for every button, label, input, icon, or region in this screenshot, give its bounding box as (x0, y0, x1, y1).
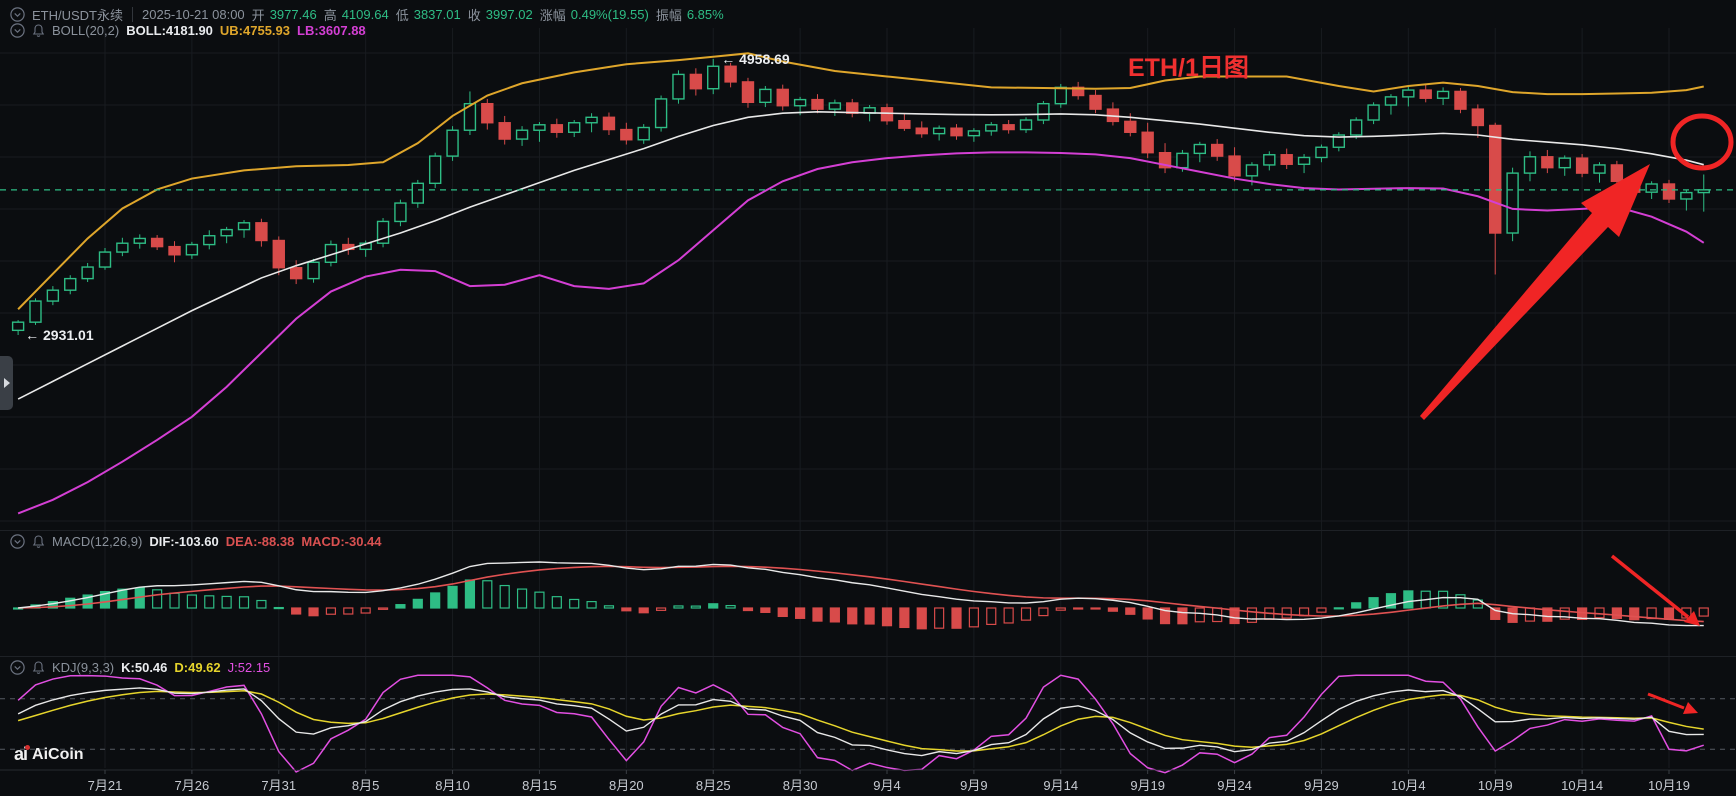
alert-bell-icon[interactable] (32, 23, 45, 38)
macd-hist-value: MACD:-30.44 (301, 534, 382, 549)
kdj-k-value: K:50.46 (121, 660, 168, 675)
symbol-info-bar: ETH/USDT永续 2025-10-21 08:00 开 3977.46 高 41… (10, 5, 724, 24)
x-axis[interactable]: 7月21 7月26 7月31 8月5 8月10 8月15 8月20 8月25 8月30 9月4 9月… (0, 769, 1736, 793)
change-label: 涨幅 (539, 8, 566, 23)
collapse-chevron-icon[interactable] (10, 23, 25, 38)
open-value: 3977.46 (269, 7, 317, 22)
kdj-pane (0, 674, 1736, 774)
high-label: 高 (323, 8, 337, 23)
kdj-indicator-bar: KDJ(9,3,3) K:50.46 D:49.62 J:52.15 (10, 660, 270, 675)
high-price-annotation: ← 4958.69 (721, 51, 790, 67)
amplitude-label: 振幅 (655, 8, 682, 23)
boll-middle-band-line (17, 111, 1704, 400)
x-axis-label: 8月25 (696, 778, 731, 793)
x-axis-label: 10月4 (1391, 778, 1426, 793)
macd-name: MACD(12,26,9) (52, 534, 143, 549)
macd-indicator-bar: MACD(12,26,9) DIF:-103.60 DEA:-88.38 MAC… (10, 534, 382, 549)
x-axis-label: 9月14 (1043, 778, 1078, 793)
candle-datetime: 2025-10-21 08:00 (132, 7, 245, 22)
collapse-chevron-icon[interactable] (10, 7, 25, 22)
x-axis-label: 8月20 (609, 778, 644, 793)
boll-upper-band-line (17, 52, 1704, 310)
amplitude-value: 6.85% (686, 7, 724, 22)
x-axis-label: 9月29 (1304, 778, 1339, 793)
watermark-text: AiCoin (32, 745, 84, 763)
macd-pane (13, 561, 1709, 630)
macd-red-arrow[interactable] (1610, 554, 1690, 619)
x-axis-label: 9月9 (960, 778, 987, 793)
chart-annotation-title: ETH/1日图 (1128, 54, 1249, 82)
expand-arrow-icon (3, 378, 10, 388)
grid-lines (0, 28, 1736, 768)
kdj-j-line (17, 674, 1704, 774)
collapse-chevron-icon[interactable] (10, 534, 25, 549)
change-value: 0.49%(19.55) (570, 7, 649, 22)
big-red-arrow[interactable] (1420, 164, 1650, 420)
x-axis-label: 10月9 (1478, 778, 1513, 793)
x-axis-label: 8月5 (352, 778, 379, 793)
boll-ub-value: UB:4755.93 (219, 23, 291, 38)
x-axis-label: 9月4 (873, 778, 900, 793)
kdj-d-value: D:49.62 (174, 660, 221, 675)
symbol-name: ETH/USDT永续 (32, 8, 124, 23)
kdj-red-arrow[interactable] (1647, 692, 1685, 710)
collapse-chevron-icon[interactable] (10, 660, 25, 675)
kdj-k-line (17, 687, 1704, 757)
x-axis-label: 8月30 (783, 778, 818, 793)
boll-mid-value: BOLL:4181.90 (126, 23, 213, 38)
boll-lb-value: LB:3607.88 (297, 23, 366, 38)
x-axis-label: 7月26 (175, 778, 210, 793)
macd-dif-value: DIF:-103.60 (149, 534, 219, 549)
x-axis-label: 9月24 (1217, 778, 1252, 793)
x-axis-label: 10月19 (1648, 778, 1690, 793)
expand-panel-handle[interactable] (0, 356, 13, 410)
kdj-name: KDJ(9,3,3) (52, 660, 115, 675)
x-axis-label: 8月10 (435, 778, 470, 793)
red-circle-highlight[interactable] (1670, 113, 1734, 171)
boll-lower-band-line (17, 151, 1705, 515)
x-axis-label: 9月19 (1130, 778, 1165, 793)
macd-dea-line (18, 565, 1704, 623)
macd-dif-line (18, 561, 1704, 627)
x-axis-label: 10月14 (1561, 778, 1603, 793)
low-price-annotation: ← 2931.01 (25, 327, 94, 343)
low-value: 3837.01 (413, 7, 461, 22)
alert-bell-icon[interactable] (32, 534, 45, 549)
aicoin-logo-icon: ai (14, 744, 31, 765)
open-label: 开 (251, 8, 265, 23)
watermark: ai AiCoin (14, 744, 84, 765)
boll-name: BOLL(20,2) (52, 23, 120, 38)
close-label: 收 (467, 8, 481, 23)
high-value: 4109.64 (341, 7, 389, 22)
boll-indicator-bar: BOLL(20,2) BOLL:4181.90 UB:4755.93 LB:36… (10, 23, 366, 38)
drawing-overlays (1420, 113, 1734, 714)
x-axis-label: 7月31 (261, 778, 296, 793)
candlestick-series (11, 58, 1710, 335)
x-axis-label: 8月15 (522, 778, 557, 793)
alert-bell-icon[interactable] (32, 660, 45, 675)
kdj-d-line (17, 689, 1704, 752)
close-value: 3997.02 (485, 7, 533, 22)
macd-dea-value: DEA:-88.38 (225, 534, 295, 549)
low-label: 低 (395, 8, 409, 23)
x-axis-label: 7月21 (88, 778, 123, 793)
kdj-j-value: J:52.15 (227, 660, 271, 675)
